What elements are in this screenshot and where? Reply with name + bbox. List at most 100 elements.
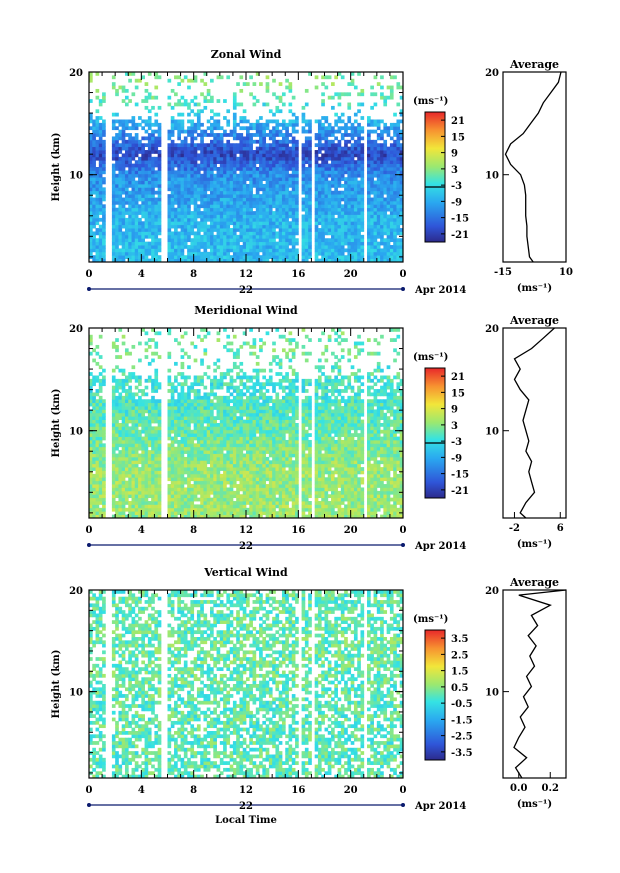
heatmap-cell [124,382,129,387]
heatmap-cell [324,177,329,181]
heatmap-cell [389,85,394,90]
heatmap-cell [203,99,208,103]
heatmap-cell [102,119,106,124]
heatmap-cell [291,248,296,253]
heatmap-cell [196,143,201,148]
heatmap-cell [337,116,342,120]
heatmap-cell [376,167,381,171]
heatmap-cell [380,170,384,175]
heatmap-cell [304,190,309,195]
heatmap-cell [151,129,155,134]
heatmap-cell [242,170,247,175]
heatmap-cell [281,241,286,246]
heatmap-cell [190,153,195,158]
heatmap-cell [288,200,293,205]
heatmap-cell [196,497,201,502]
heatmap-cell [314,241,319,246]
heatmap-cell [226,183,231,188]
heatmap-cell [285,190,289,195]
heatmap-cell [144,167,149,171]
heatmap-cell [98,450,103,454]
heatmap-cell [206,214,211,219]
heatmap-cell [246,197,250,202]
heatmap-cell [262,241,267,246]
heatmap-cell [115,258,119,263]
heatmap-cell [121,402,126,407]
heatmap-cell [317,156,322,161]
heatmap-cell [147,224,152,229]
heatmap-cell [154,378,159,383]
heatmap-cell [291,245,296,249]
heatmap-cell [259,194,263,198]
heatmap-cell [151,406,155,410]
heatmap-cell [92,160,96,164]
heatmap-cell [118,426,123,431]
heatmap-cell [288,167,293,171]
heatmap-cell [232,224,237,229]
heatmap-cell [190,109,195,114]
heatmap-cell [128,211,132,215]
heatmap-cell [317,248,322,253]
heatmap-cell [219,150,224,154]
heatmap-cell [98,439,103,444]
heatmap-cell [193,494,198,499]
heatmap-cell [367,190,371,195]
heatmap-cell [337,248,342,253]
heatmap-cell [295,150,299,154]
heatmap-cell [170,453,175,458]
heatmap-cell [134,484,139,488]
heatmap-cell [98,173,103,178]
heatmap-cell [131,477,136,482]
heatmap-cell [262,133,267,137]
heatmap-cell [167,501,172,505]
heatmap-cell [219,231,224,236]
heatmap-cell [183,150,188,154]
heatmap-cell [154,150,159,154]
heatmap-cell [190,183,195,188]
heatmap-cell [370,224,374,229]
heatmap-cell [102,146,106,151]
heatmap-cell [236,238,240,243]
heatmap-cell [334,170,338,175]
heatmap-cell [157,180,162,185]
heatmap-cell [399,187,404,192]
heatmap-cell [170,194,175,198]
heatmap-cell [203,248,208,253]
heatmap-cell [174,187,178,192]
heatmap-cell [187,375,191,380]
heatmap-cell [367,129,371,134]
heatmap-cell [389,136,394,141]
heatmap-cell [360,224,365,229]
heatmap-cell [308,251,312,256]
heatmap-cell [131,423,136,427]
heatmap-cell [187,207,191,212]
heatmap-cell [281,217,286,222]
heatmap-cell [301,190,306,195]
heatmap-cell [340,234,345,239]
heatmap-cell [210,211,214,215]
heatmap-cell [281,143,286,148]
heatmap-cell [229,234,234,239]
heatmap-cell [373,211,378,215]
heatmap-cell [337,224,342,229]
heatmap-cell [216,241,221,246]
heatmap-cell [124,200,129,205]
heatmap-cell [324,180,329,185]
heatmap-cell [334,207,338,212]
heatmap-cell [124,126,129,131]
heatmap-cell [255,221,260,226]
heatmap-cell [121,251,126,256]
heatmap-cell [340,183,345,188]
heatmap-cell [134,241,139,246]
heatmap-cell [128,248,132,253]
heatmap-cell [232,245,237,249]
heatmap-cell [95,412,100,417]
heatmap-cell [95,180,100,185]
heatmap-cell [399,200,404,205]
heatmap-cell [183,245,188,249]
heatmap-cell [121,167,126,171]
heatmap-cell [92,255,96,259]
heatmap-cell [321,177,325,181]
heatmap-cell [180,177,185,181]
heatmap-cell [183,194,188,198]
